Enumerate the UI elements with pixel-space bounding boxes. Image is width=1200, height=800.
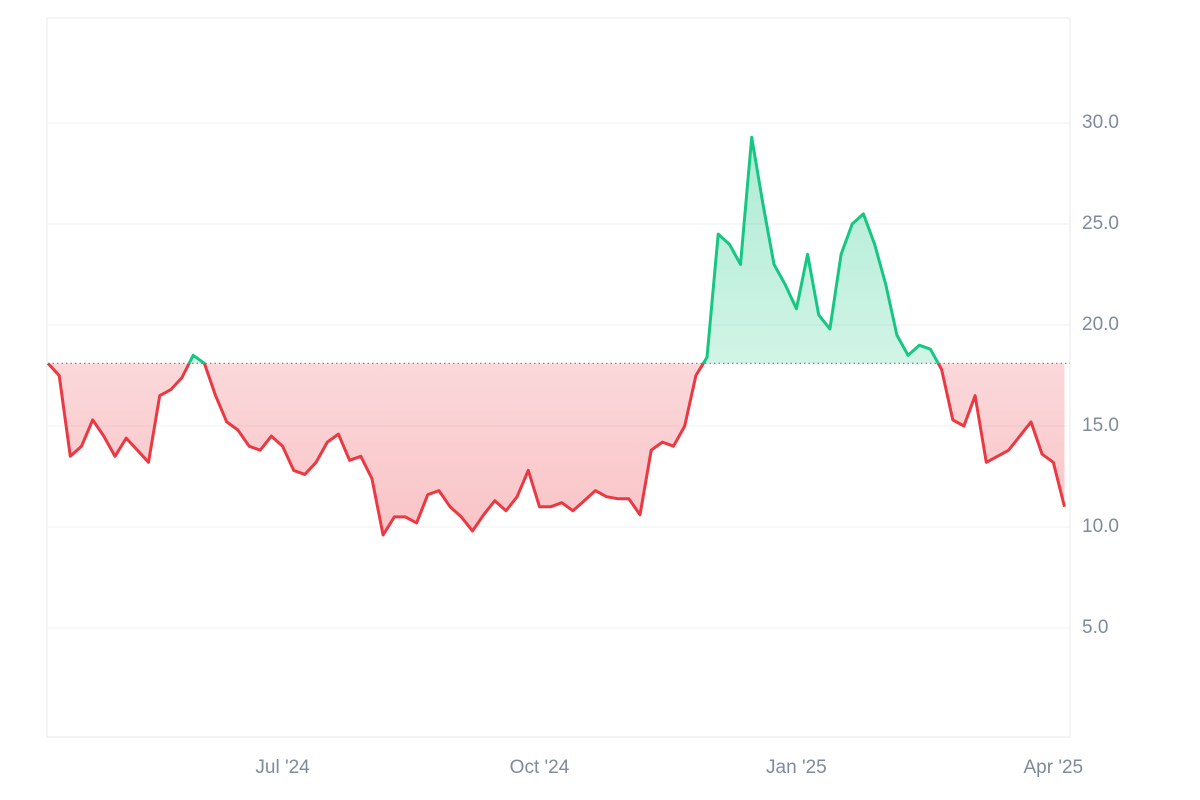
price-line-up <box>48 135 940 364</box>
y-tick-label: 15.0 <box>1082 415 1119 436</box>
x-tick-label: Jan '25 <box>766 757 827 778</box>
x-tick-label: Oct '24 <box>510 757 570 778</box>
y-tick-label: 10.0 <box>1082 516 1119 537</box>
price-line-down <box>46 363 1066 537</box>
y-tick-label: 5.0 <box>1082 617 1108 638</box>
y-tick-label: 20.0 <box>1082 314 1119 335</box>
area-up <box>48 137 1065 364</box>
y-tick-label: 30.0 <box>1082 112 1119 133</box>
x-tick-label: Jul '24 <box>255 757 310 778</box>
plot-frame <box>46 17 1071 738</box>
x-tick-label: Apr '25 <box>1023 757 1083 778</box>
area-down <box>48 363 1065 535</box>
y-tick-label: 25.0 <box>1082 213 1119 234</box>
